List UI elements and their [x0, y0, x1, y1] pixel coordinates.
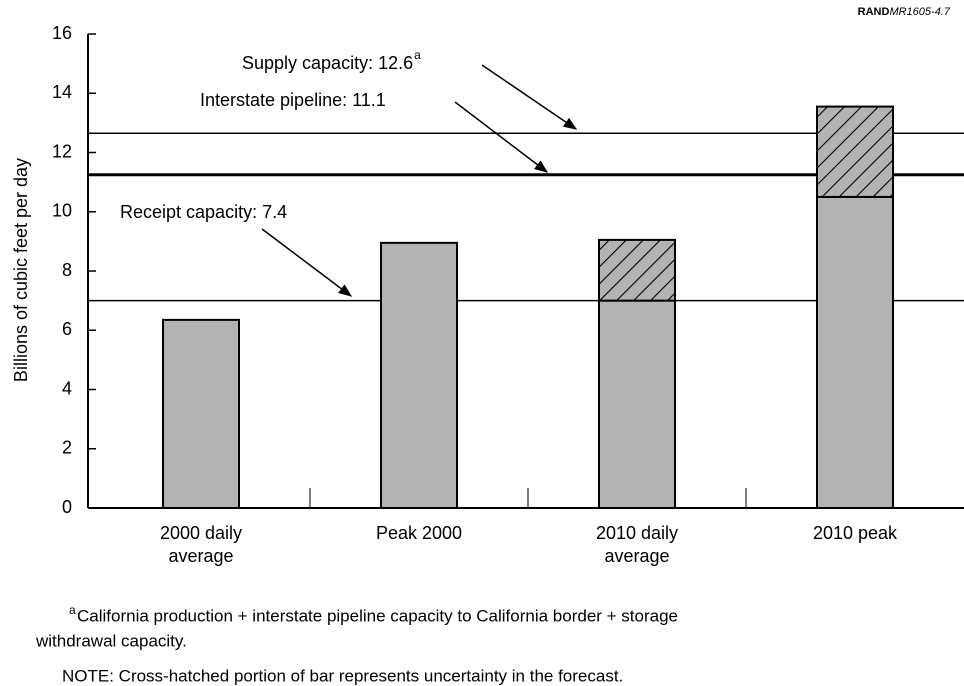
footnote-line: California production + interstate pipel…: [77, 606, 678, 625]
bar-segment: [162, 318, 240, 509]
source-tag: RANDMR1605-4.7: [858, 6, 951, 18]
annotation: Interstate pipeline: 11.1: [200, 90, 386, 110]
bar-segment: [816, 105, 894, 198]
x-tick-label: 2000 daily average: [159, 523, 243, 566]
y-tick-label: 14: [52, 82, 72, 102]
source-tag-italic: MR1605-4.7: [889, 6, 950, 18]
y-axis-label: Billions of cubic feet per day: [11, 158, 31, 382]
y-tick-label: 8: [62, 260, 72, 280]
bar-segment: [380, 241, 458, 509]
annotation-superscript: a: [414, 48, 421, 62]
footnote-marker: a: [69, 603, 76, 617]
source-tag-bold: RAND: [858, 6, 890, 18]
y-tick-label: 4: [62, 378, 72, 398]
y-tick-label: 0: [62, 497, 72, 517]
annotation: Supply capacity: 12.6: [242, 53, 413, 73]
y-tick-label: 12: [52, 141, 72, 161]
arrows: [261, 64, 578, 297]
y-tick-label: 16: [52, 23, 72, 43]
arrow: [261, 228, 353, 297]
annotation: Receipt capacity: 7.4: [120, 202, 287, 222]
y-tick-label: 2: [62, 438, 72, 458]
x-tick-label: Peak 2000: [375, 523, 463, 543]
y-tick-label: 6: [62, 319, 72, 339]
arrow: [454, 101, 549, 173]
footnote-line: withdrawal capacity.: [35, 631, 187, 650]
x-tick-label: 2010 daily average: [595, 523, 679, 566]
note: NOTE: Cross-hatched portion of bar repre…: [62, 666, 623, 685]
bar-segment: [816, 195, 894, 509]
arrow: [481, 64, 578, 130]
y-tick-label: 10: [52, 201, 72, 221]
x-tick-label: 2010 peak: [812, 523, 898, 543]
bar-segment: [598, 299, 676, 509]
bar-segment: [598, 238, 676, 302]
